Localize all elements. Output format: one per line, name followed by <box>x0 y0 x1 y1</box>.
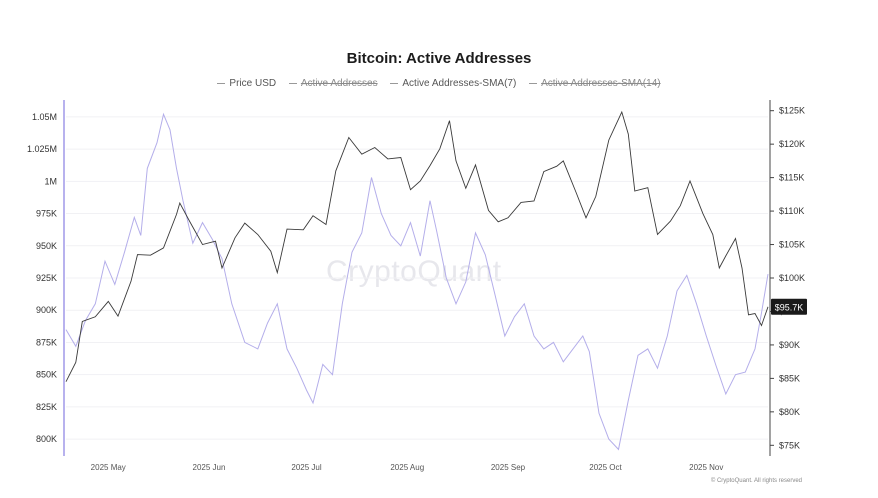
right-tick-label: $85K <box>779 373 800 383</box>
x-tick-label: 2025 Nov <box>689 463 723 472</box>
legend-item-sma14[interactable]: Active Addresses-SMA(14) <box>529 78 661 89</box>
left-tick-label: 850K <box>36 370 57 380</box>
watermark: CryptoQuant <box>326 255 502 288</box>
grid-lines <box>66 116 768 440</box>
x-tick-label: 2025 Sep <box>491 463 526 472</box>
left-tick-label: 825K <box>36 402 57 412</box>
right-tick-label: $110K <box>779 206 804 216</box>
x-tick-label: 2025 Oct <box>589 463 622 472</box>
current-price-tag-bg <box>771 298 807 315</box>
left-tick-label: 950K <box>36 241 57 251</box>
left-tick-label: 1.05M <box>32 112 57 122</box>
legend-swatch-sma7 <box>390 82 399 84</box>
left-tick-label: 800K <box>36 434 57 444</box>
left-tick-label: 925K <box>36 273 57 283</box>
right-tick-label: $125K <box>779 106 805 116</box>
legend-item-active-addresses[interactable]: Active Addresses <box>288 78 378 89</box>
right-tick-label: $100K <box>779 273 805 283</box>
left-tick-label: 1M <box>44 176 57 186</box>
legend-item-price-usd[interactable]: Price USD <box>217 78 276 89</box>
left-tick-label: 900K <box>36 305 57 315</box>
legend-label: Price USD <box>229 78 277 89</box>
current-price-label: $95.7K <box>775 302 804 312</box>
left-axis: 800K 825K 850K 875K 900K 925K 950K 975K 1M 1.025M… <box>27 112 57 444</box>
legend-label: Active Addresses-SMA(14) <box>541 78 661 89</box>
right-tick-label: $75K <box>779 440 800 450</box>
right-tick-label: $90K <box>779 340 800 350</box>
x-tick-label: 2025 Jul <box>291 463 321 472</box>
legend-swatch-active-addresses <box>288 82 297 84</box>
right-tick-label: $105K <box>779 240 805 250</box>
right-axis: $75K$80K$85K$90K$95K$100K$105K$110K$115K… <box>770 106 805 450</box>
chart-title: Bitcoin: Active Addresses <box>346 50 532 67</box>
right-tick-label: $120K <box>779 139 805 149</box>
left-tick-label: 875K <box>36 337 57 347</box>
chart-legend: Price USD Active Addresses Active Addres… <box>0 78 878 89</box>
series-line-price-usd <box>65 110 769 382</box>
series-line-sma7 <box>65 112 769 451</box>
legend-label: Active Addresses-SMA(7) <box>402 78 517 89</box>
legend-label: Active Addresses <box>300 78 378 89</box>
x-tick-label: 2025 Aug <box>390 463 424 472</box>
x-tick-label: 2025 May <box>91 463 126 472</box>
legend-swatch-price <box>217 82 226 84</box>
copyright-text: © CryptoQuant. All rights reserved <box>710 478 802 484</box>
right-tick-label: $80K <box>779 407 800 417</box>
current-price-tag: $95.7K <box>771 298 807 315</box>
left-tick-label: 975K <box>36 209 57 219</box>
legend-item-sma7[interactable]: Active Addresses-SMA(7) <box>390 78 516 89</box>
x-tick-label: 2025 Jun <box>193 463 226 472</box>
left-tick-label: 1.025M <box>27 144 57 154</box>
legend-swatch-sma14 <box>529 82 538 84</box>
right-tick-label: $115K <box>779 173 804 183</box>
x-axis: 2025 May 2025 Jun 2025 Jul 2025 Aug 2025 Sep… <box>91 463 724 472</box>
